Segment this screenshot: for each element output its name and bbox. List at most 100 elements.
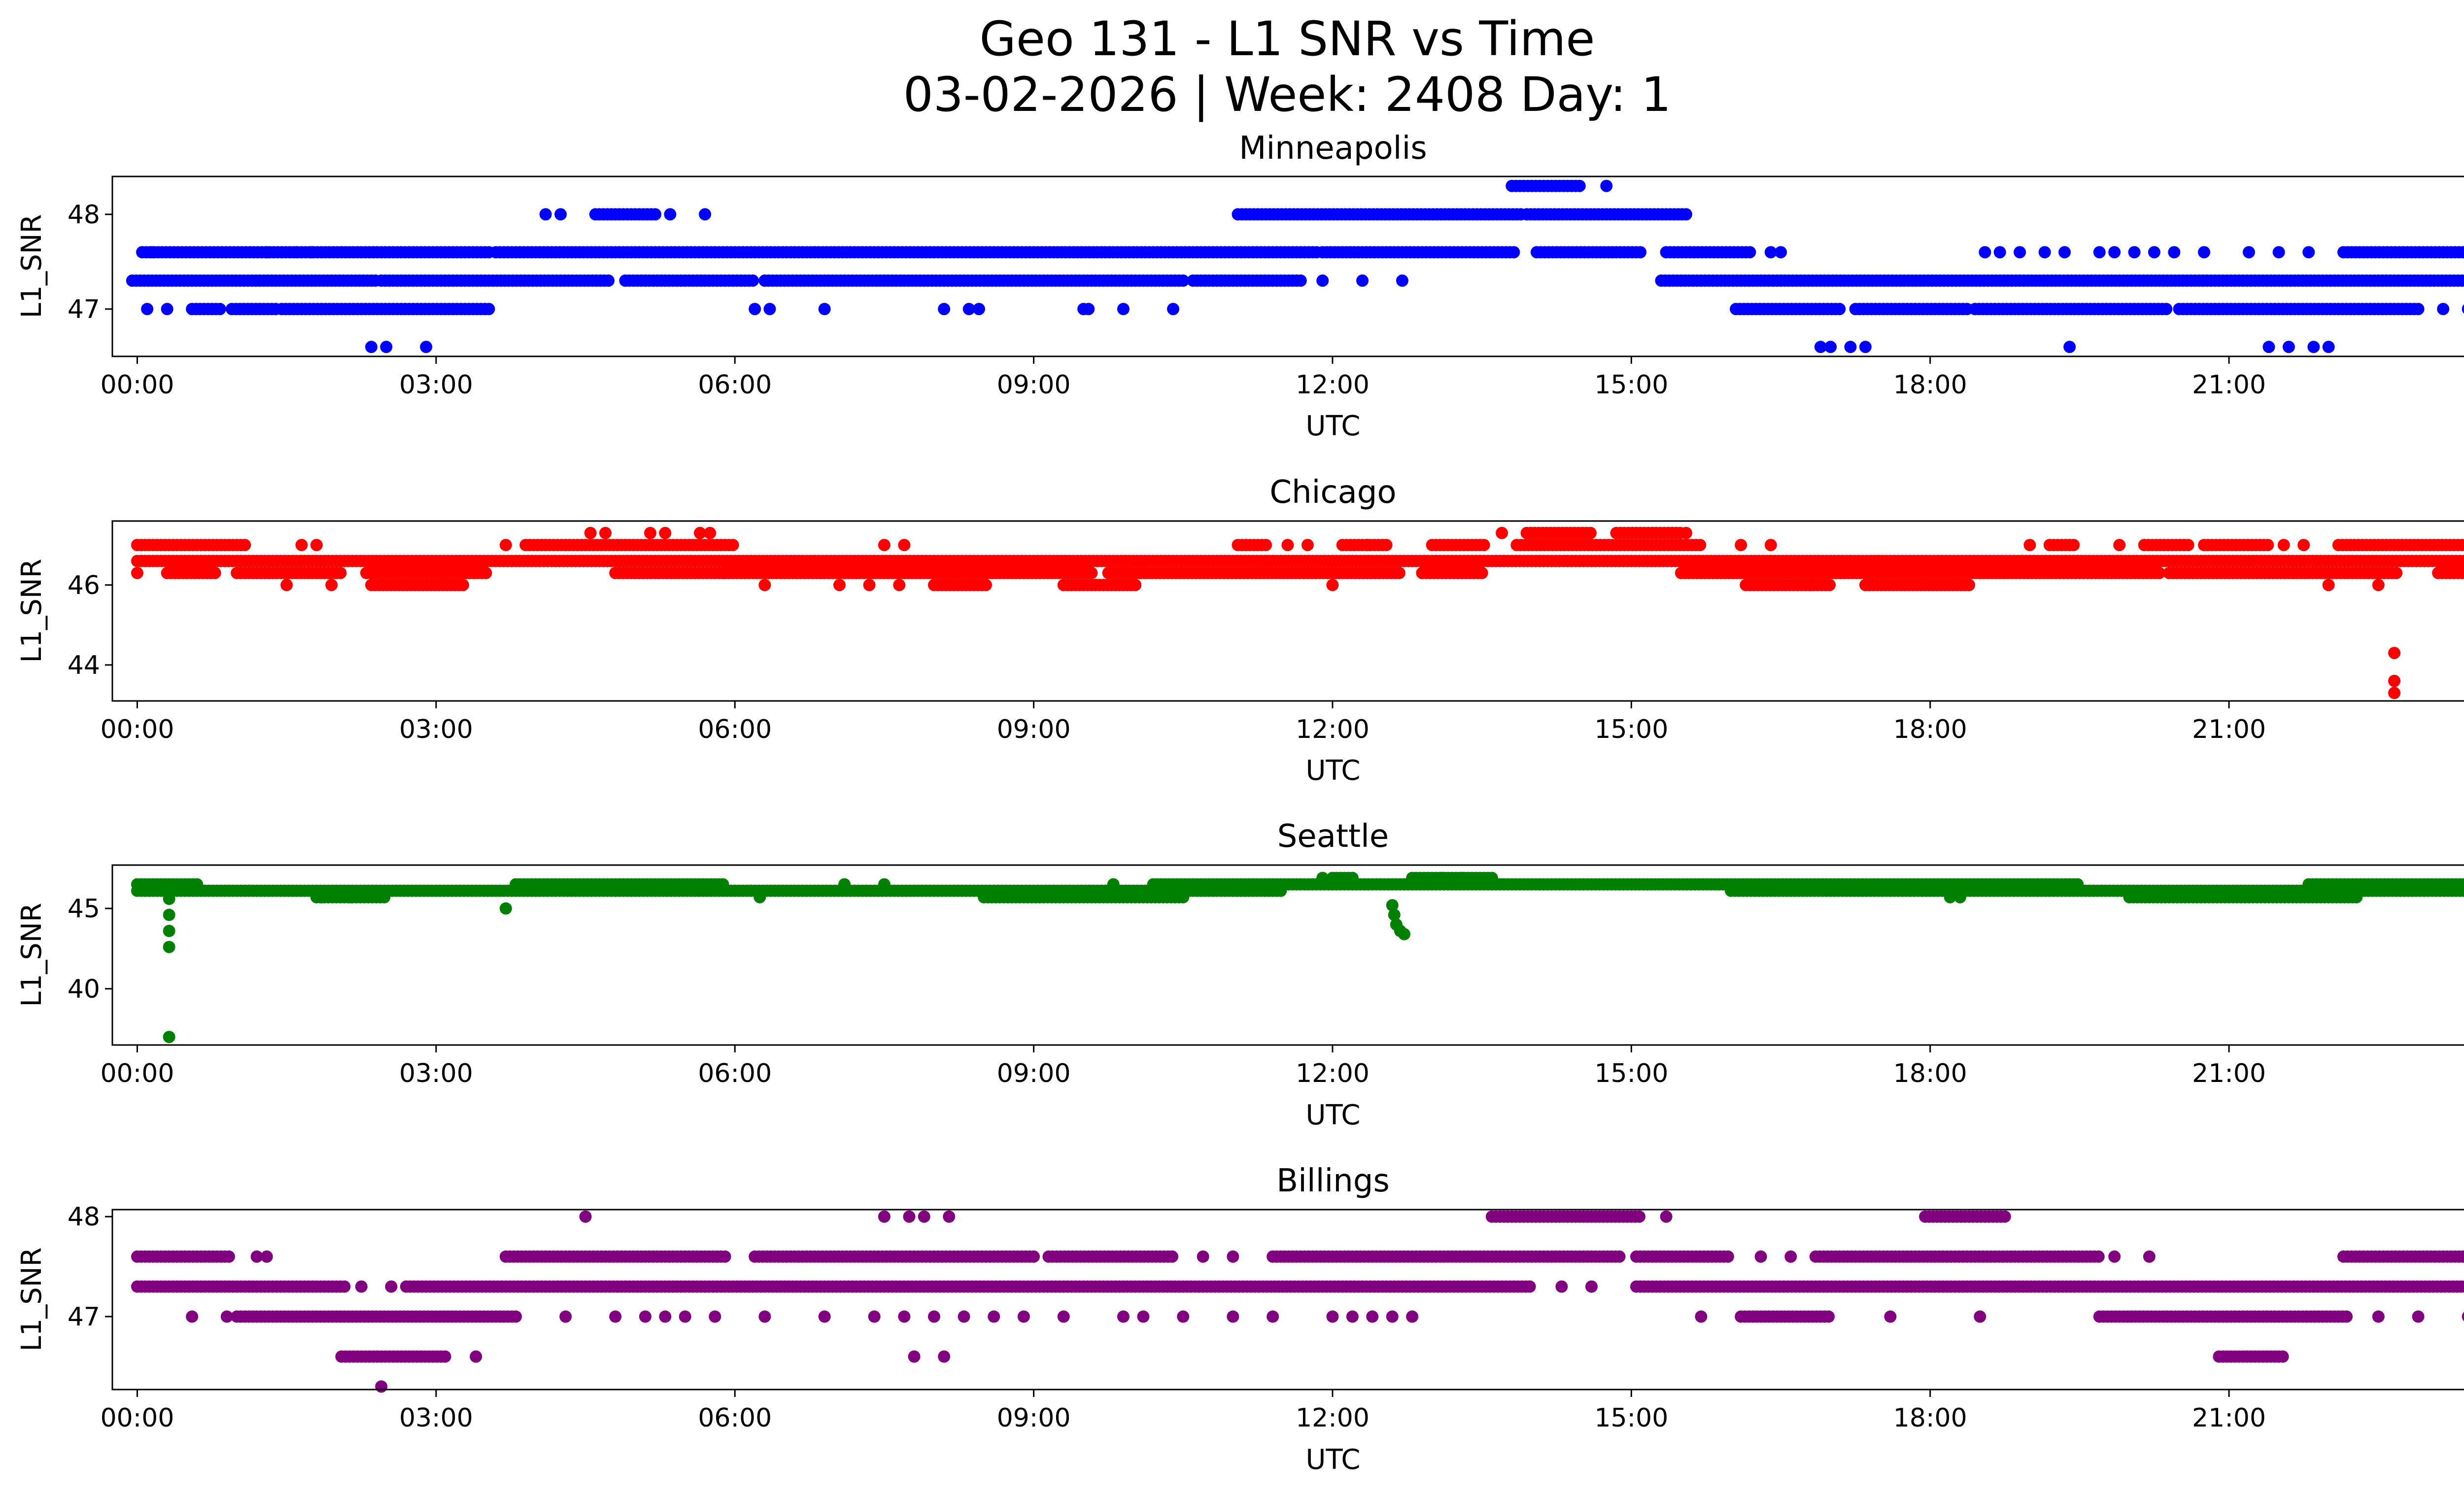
data-point (345, 891, 358, 904)
x-tick-label: 06:00 (698, 715, 772, 744)
chicago-scatter-points (131, 527, 2464, 699)
data-point (1634, 246, 1646, 258)
data-point (1585, 1281, 1598, 1293)
data-point (833, 579, 846, 591)
data-point (2092, 1251, 2105, 1263)
data-point (1316, 275, 1329, 287)
x-tick-label: 00:00 (101, 370, 174, 400)
data-point (1486, 872, 1498, 884)
data-point (1744, 246, 1756, 258)
data-point (2143, 1251, 2156, 1263)
x-tick-label: 18:00 (1893, 1059, 1967, 1088)
data-point (1260, 539, 1272, 551)
data-point (838, 878, 851, 891)
data-point (764, 303, 776, 315)
data-point (2412, 303, 2425, 315)
data-point (380, 341, 392, 353)
data-point (2108, 246, 2121, 258)
x-tick-label: 21:00 (2192, 370, 2266, 400)
data-point (146, 246, 158, 258)
x-tick-label: 21:00 (2192, 715, 2266, 744)
data-point (938, 303, 950, 315)
data-point (1805, 579, 1817, 591)
data-point (214, 303, 226, 315)
y-tick-label: 47 (68, 295, 100, 324)
data-point (1680, 527, 1692, 539)
x-tick-label: 06:00 (698, 370, 772, 400)
data-point (704, 527, 716, 539)
data-point (749, 303, 761, 315)
data-point (893, 579, 905, 591)
data-point (1027, 1251, 1040, 1263)
data-point (280, 579, 293, 591)
data-point (325, 579, 338, 591)
data-point (1197, 1251, 1209, 1263)
data-point (2273, 246, 2285, 258)
data-point (644, 527, 656, 539)
data-point (1396, 275, 1408, 287)
data-point (1600, 180, 1612, 192)
data-point (1361, 539, 1373, 551)
data-point (1380, 539, 1393, 551)
billings-scatter-points (131, 1211, 2464, 1393)
y-tick-label: 48 (68, 200, 100, 230)
data-point (2390, 567, 2402, 579)
data-point (223, 1251, 235, 1263)
data-point (1327, 579, 1339, 591)
data-point (2148, 246, 2160, 258)
data-point (2023, 539, 2036, 551)
x-tick-label: 12:00 (1296, 370, 1369, 400)
data-point (500, 539, 512, 551)
data-point (1859, 341, 1872, 353)
data-point (1680, 208, 1692, 220)
data-point (338, 1281, 350, 1293)
data-point (1478, 539, 1490, 551)
outlier-point (2388, 687, 2400, 699)
plot-frame (112, 176, 2464, 356)
data-point (2071, 878, 2084, 891)
data-point (365, 341, 377, 353)
data-point (2263, 341, 2275, 353)
figure-title-line-1: Geo 131 - L1 SNR vs Time (980, 11, 1595, 67)
x-tick-label: 00:00 (101, 1059, 174, 1088)
data-point (2283, 341, 2295, 353)
data-point (1755, 1251, 1767, 1263)
y-axis-ticks: 40 45 (68, 894, 112, 1004)
data-point (1436, 872, 1448, 884)
x-tick-label: 03:00 (399, 1059, 473, 1088)
data-point (1346, 872, 1359, 884)
data-point (1282, 539, 1294, 551)
data-point (239, 539, 251, 551)
data-point (1507, 246, 1520, 258)
data-point (973, 303, 985, 315)
data-point (2128, 246, 2141, 258)
data-point (1393, 567, 1405, 579)
y-tick-label: 45 (68, 894, 100, 924)
data-point (2278, 539, 2290, 551)
data-point (1824, 341, 1837, 353)
x-tick-label: 21:00 (2192, 1059, 2266, 1088)
x-tick-label: 00:00 (101, 715, 174, 744)
data-point (758, 579, 771, 591)
data-point (980, 579, 992, 591)
data-point (2198, 246, 2210, 258)
y-tick-label: 40 (68, 975, 100, 1004)
data-point (1954, 891, 1966, 904)
x-tick-label: 09:00 (997, 715, 1071, 744)
x-tick-label: 03:00 (399, 715, 473, 744)
data-point (540, 208, 552, 220)
data-point (554, 208, 567, 220)
data-point (599, 527, 612, 539)
data-point (2323, 579, 2335, 591)
data-point (420, 341, 432, 353)
data-point (1496, 527, 1508, 539)
data-point (2160, 303, 2172, 315)
data-point (2307, 341, 2320, 353)
y-tick-label: 46 (68, 571, 100, 600)
x-axis-label: UTC (1305, 755, 1360, 787)
